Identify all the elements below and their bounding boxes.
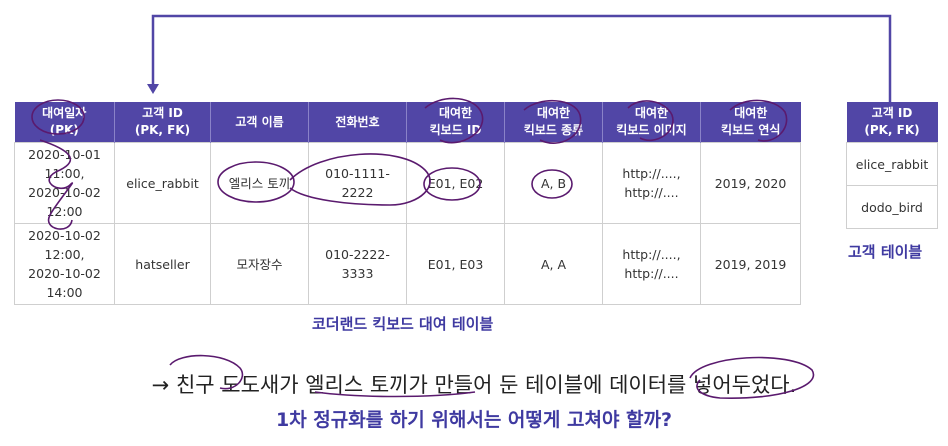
board-id-cell: E01, E03 [406, 223, 505, 305]
customer-name-cell: 엘리스 토끼 [210, 142, 309, 224]
board-type-cell: A, A [504, 223, 603, 305]
header-phone: 전화번호 [308, 102, 407, 143]
statement-text: → 친구 도도새가 엘리스 토끼가 만들어 둔 테이블에 데이터를 넣어두었다. [151, 373, 797, 397]
board-image-cell: http://...., http://.... [602, 223, 701, 305]
header-board-id: 대여한 킥보드 ID [406, 102, 505, 143]
board-year-cell: 2019, 2019 [700, 223, 801, 305]
board-type-cell: A, B [504, 142, 603, 224]
customer-table-caption: 고객 테이블 [848, 243, 923, 261]
header-rental-date: 대여일자 (PK) [14, 102, 115, 143]
rental-table-caption: 코더랜드 킥보드 대여 테이블 [312, 315, 494, 333]
board-year-cell: 2019, 2020 [700, 142, 801, 224]
board-image-cell: http://...., http://.... [602, 142, 701, 224]
customer-id-cell: elice_rabbit [114, 142, 211, 224]
customer-table: 고객 ID (PK, FK) elice_rabbit dodo_bird [846, 102, 938, 229]
header-board-year: 대여한 킥보드 연식 [700, 102, 801, 143]
rental-table: 대여일자 (PK) 고객 ID (PK, FK) 고객 이름 전화번호 대여한 킥보드 ID 대… [14, 102, 801, 305]
table-row: 2020-10-01 11:00, 2020-10-02 12:00 elice_rab… [14, 142, 801, 224]
board-id-cell: E01, E02 [406, 142, 505, 224]
table-row: 2020-10-02 12:00, 2020-10-02 14:00 hatseller… [14, 223, 801, 305]
customer-id-cell: elice_rabbit [846, 142, 938, 186]
phone-cell: 010-2222- 3333 [308, 223, 407, 305]
customer-table-header: 고객 ID (PK, FK) [846, 102, 938, 143]
header-board-type: 대여한 킥보드 종류 [504, 102, 603, 143]
customer-name-cell: 모자장수 [210, 223, 309, 305]
table-header-row: 대여일자 (PK) 고객 ID (PK, FK) 고객 이름 전화번호 대여한 킥보드 ID 대… [14, 102, 801, 143]
customer-id-cell: dodo_bird [846, 185, 938, 229]
rental-date-cell: 2020-10-01 11:00, 2020-10-02 12:00 [14, 142, 115, 224]
header-customer-name: 고객 이름 [210, 102, 309, 143]
phone-cell: 010-1111- 2222 [308, 142, 407, 224]
question-text: 1차 정규화를 하기 위해서는 어떻게 고쳐야 할까? [275, 409, 673, 431]
header-board-image: 대여한 킥보드 이미지 [602, 102, 701, 143]
rental-date-cell: 2020-10-02 12:00, 2020-10-02 14:00 [14, 223, 115, 305]
header-customer-id: 고객 ID (PK, FK) [114, 102, 211, 143]
customer-id-cell: hatseller [114, 223, 211, 305]
